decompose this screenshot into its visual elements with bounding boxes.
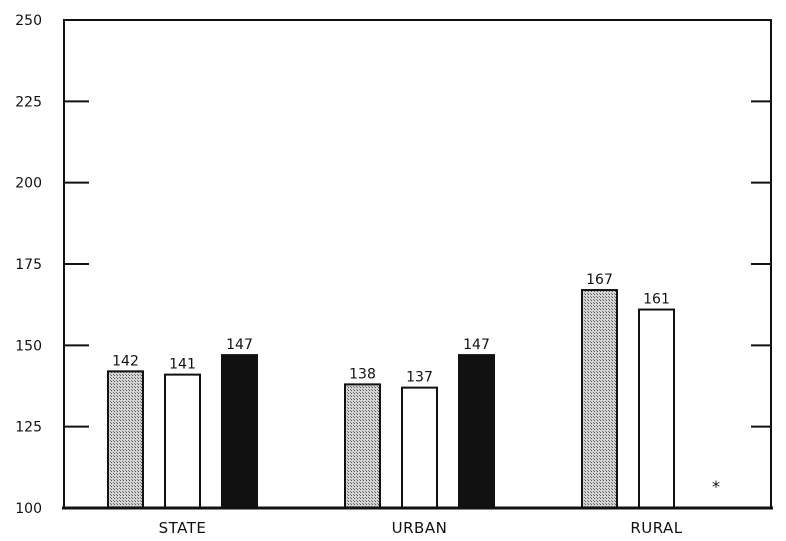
- value-label: 147: [463, 337, 490, 353]
- value-labels: 142 141 147 138 137 147 167 161: [112, 272, 670, 386]
- y-tick-label: 225: [15, 94, 42, 110]
- category-label-state: STATE: [159, 519, 207, 537]
- bar-rural-1: [581, 289, 618, 509]
- value-label: 167: [586, 272, 613, 288]
- y-tick-label: 150: [15, 338, 42, 354]
- bar-rural-2: [638, 308, 675, 509]
- bars: [107, 289, 675, 510]
- bar-state-3: [221, 354, 258, 509]
- y-axis-tick-labels: 100 125 150 175 200 225 250: [15, 13, 42, 517]
- value-label: 141: [169, 357, 196, 373]
- y-tick-label: 250: [15, 13, 42, 29]
- category-label-urban: URBAN: [392, 519, 448, 537]
- value-label: 137: [406, 370, 433, 386]
- bar-urban-2: [401, 386, 438, 510]
- value-label: 147: [226, 337, 253, 353]
- y-axis-left-ticks: [64, 100, 89, 428]
- category-label-rural: RURAL: [630, 519, 682, 537]
- y-axis-right-ticks: [751, 100, 771, 428]
- bar-state-2: [164, 373, 201, 510]
- bar-urban-1: [344, 383, 381, 509]
- y-tick-label: 175: [15, 257, 42, 273]
- missing-data-marker: *: [712, 477, 720, 496]
- y-tick-label: 125: [15, 420, 42, 436]
- bar-urban-3: [458, 354, 495, 509]
- bar-state-1: [107, 370, 144, 509]
- value-label: 142: [112, 353, 139, 369]
- value-label: 161: [643, 292, 670, 308]
- y-tick-label: 200: [15, 176, 42, 192]
- category-labels: STATE URBAN RURAL: [159, 519, 683, 537]
- y-tick-label: 100: [15, 501, 42, 517]
- value-label: 138: [349, 366, 376, 382]
